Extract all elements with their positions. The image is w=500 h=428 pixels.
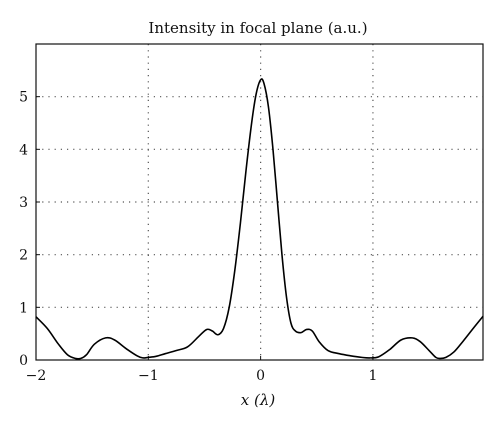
x-ticks: −2 −1 0 1: [26, 356, 377, 384]
x-axis-label: x (λ): [241, 391, 276, 409]
x-tick-label: −1: [138, 368, 159, 384]
y-ticks: 0 1 2 3 4 5: [19, 90, 40, 369]
intensity-curve: [35, 78, 484, 360]
x-tick-label: −2: [26, 368, 47, 384]
y-tick-label: 5: [19, 90, 28, 106]
x-tick-label: 1: [368, 368, 377, 384]
y-tick-label: 2: [19, 248, 28, 264]
y-tick-label: 0: [19, 353, 28, 369]
x-tick-label: 0: [256, 368, 265, 384]
y-tick-label: 3: [19, 195, 28, 211]
grid-lines: [36, 44, 483, 360]
chart-title: Intensity in focal plane (a.u.): [148, 19, 367, 37]
y-tick-label: 4: [19, 142, 28, 158]
y-tick-label: 1: [19, 300, 28, 316]
